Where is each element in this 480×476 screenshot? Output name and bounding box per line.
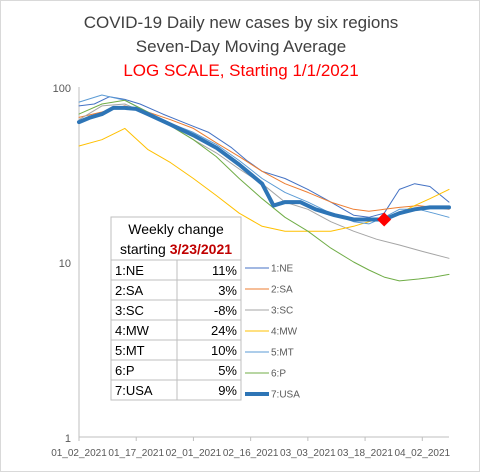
- table-region-6-p: 6:P: [115, 363, 135, 378]
- table-change-6-p: 5%: [218, 363, 237, 378]
- table-region-4-mw: 4:MW: [115, 323, 150, 338]
- table-header-line2: starting 3/23/2021: [120, 241, 232, 257]
- x-tick-label-5: 03_18_2021: [337, 448, 393, 459]
- x-tick-label-1: 01_17_2021: [108, 448, 164, 459]
- table-region-2-sa: 2:SA: [115, 283, 144, 298]
- legend-label-5-mt: 5:MT: [271, 348, 294, 359]
- series-line-7-usa: [77, 105, 451, 222]
- table-change-3-sc: -8%: [214, 303, 238, 318]
- x-tick-layer: 01_02_2021 01_17_2021 02_01_2021 02_16_2021…: [51, 437, 451, 459]
- start-date-marker: [377, 212, 392, 227]
- legend: 1:NE 2:SA 3:SC 4:MW 5:MT 6:P 7:USA: [245, 264, 300, 401]
- table-rows: 1:NE 11% 2:SA 3% 3:SC -8% 4:MW 24% 5:MT 10% 6:P 5% 7…: [111, 263, 241, 398]
- table-background: [110, 216, 242, 401]
- legend-label-1-ne: 1:NE: [271, 264, 294, 275]
- x-tick-label-3: 02_16_2021: [223, 448, 279, 459]
- y-tick-label-10: 10: [59, 258, 71, 270]
- y-tick-label-100: 100: [53, 83, 71, 95]
- legend-label-4-mw: 4:MW: [271, 327, 298, 338]
- table-change-1-ne: 11%: [212, 263, 237, 278]
- table-region-5-mt: 5:MT: [115, 343, 145, 358]
- table-header-line1: Weekly change: [128, 221, 224, 237]
- chart-title: COVID-19 Daily new cases by six regions: [84, 13, 399, 32]
- x-tick-label-2: 02_01_2021: [166, 448, 222, 459]
- legend-label-2-sa: 2:SA: [271, 285, 293, 296]
- weekly-change-table: Weekly change starting 3/23/2021 1:NE 11%…: [110, 216, 242, 401]
- x-tick-label-0: 01_02_2021: [51, 448, 107, 459]
- chart-subtitle: Seven-Day Moving Average: [136, 37, 346, 56]
- chart-subtitle-log: LOG SCALE, Starting 1/1/2021: [123, 61, 358, 80]
- series-line-5-mt: [78, 94, 450, 225]
- table-region-7-usa: 7:USA: [115, 383, 153, 398]
- table-header-prefix: starting: [120, 241, 170, 257]
- legend-label-3-sc: 3:SC: [271, 306, 293, 317]
- series-line-2-sa: [78, 105, 450, 212]
- table-change-7-usa: 9%: [218, 383, 237, 398]
- table-region-1-ne: 1:NE: [115, 263, 144, 278]
- legend-label-6-p: 6:P: [271, 369, 286, 380]
- y-tick-label-1: 1: [65, 433, 71, 445]
- table-change-4-mw: 24%: [211, 323, 237, 338]
- legend-label-7-usa: 7:USA: [271, 390, 300, 401]
- table-change-5-mt: 10%: [211, 343, 237, 358]
- table-header-date: 3/23/2021: [170, 241, 232, 257]
- series-line-1-ne: [78, 96, 450, 218]
- series-layer: [77, 94, 451, 282]
- x-tick-label-6: 04_02_2021: [394, 448, 450, 459]
- x-tick-label-4: 03_03_2021: [280, 448, 336, 459]
- table-region-3-sc: 3:SC: [115, 303, 144, 318]
- table-change-2-sa: 3%: [218, 283, 237, 298]
